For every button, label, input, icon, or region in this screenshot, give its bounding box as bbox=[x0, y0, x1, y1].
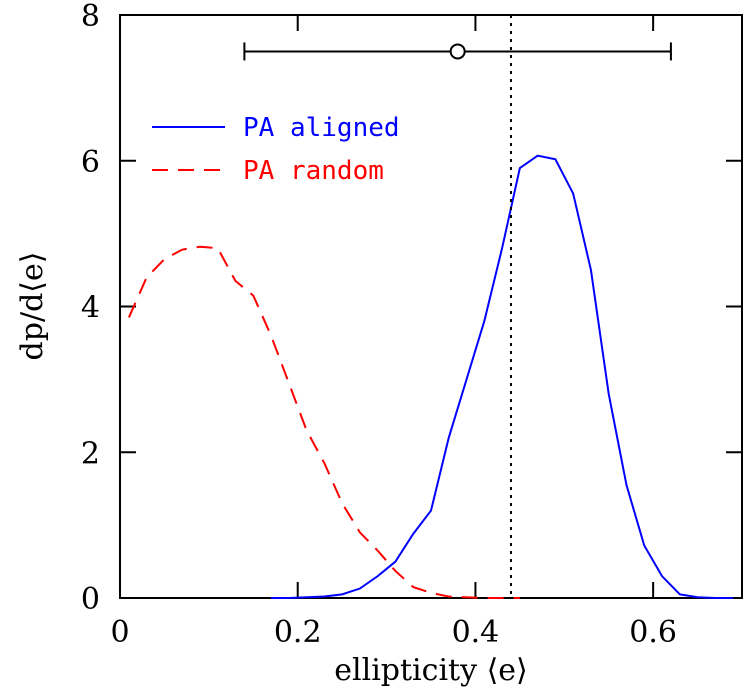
x-tick-label: 0.6 bbox=[629, 615, 677, 650]
y-tick-label: 6 bbox=[81, 145, 100, 180]
x-tick-label: 0.2 bbox=[274, 615, 322, 650]
x-tick-label: 0 bbox=[110, 615, 129, 650]
series-line bbox=[271, 154, 734, 599]
y-tick-label: 8 bbox=[81, 0, 100, 34]
x-axis-label: ellipticity ⟨e⟩ bbox=[334, 653, 528, 688]
y-tick-label: 2 bbox=[81, 436, 100, 471]
y-axis-label: dp/d⟨e⟩ bbox=[15, 252, 50, 361]
x-tick-label: 0.4 bbox=[452, 615, 500, 650]
errorbar-point bbox=[449, 43, 466, 60]
legend-label: PA random bbox=[243, 156, 384, 186]
legend-label: PA aligned bbox=[243, 113, 400, 143]
series-line bbox=[127, 245, 520, 599]
y-tick-label: 0 bbox=[81, 582, 100, 617]
y-tick-label: 4 bbox=[81, 291, 100, 326]
